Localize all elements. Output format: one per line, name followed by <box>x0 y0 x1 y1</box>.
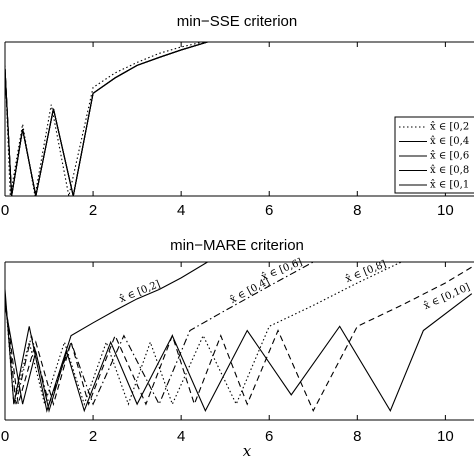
legend-label: x̂ ∈ [0,4 <box>430 136 469 147</box>
x-tick-label: 10 <box>437 202 454 219</box>
x-tick-label: 2 <box>89 428 97 445</box>
x-tick-label: 2 <box>89 202 97 219</box>
legend-label: x̂ ∈ [0,2 <box>430 122 469 133</box>
legend-box <box>394 116 474 194</box>
x-tick-label: 6 <box>265 428 273 445</box>
legend: x̂ ∈ [0,2 x̂ ∈ [0,4 x̂ ∈ [0,6 x̂ ∈ [0,8 x̂ ∈… <box>394 116 474 194</box>
series-line <box>5 262 208 413</box>
x-tick-label: 6 <box>265 202 273 219</box>
series-line <box>5 262 402 407</box>
series-line <box>5 42 208 196</box>
series-line <box>5 293 473 413</box>
x-tick-label: 8 <box>353 428 361 445</box>
x-tick-label: 8 <box>353 202 361 219</box>
series-line <box>5 266 473 413</box>
chart-title: min−SSE criterion <box>177 13 297 30</box>
x-tick-label: 4 <box>177 428 185 445</box>
plot-area <box>5 42 208 196</box>
x-tick-label: 0 <box>1 202 9 219</box>
x-tick-label: 4 <box>177 202 185 219</box>
plot-area <box>5 262 473 413</box>
x-tick-label: 0 <box>1 428 9 445</box>
x-axis-label: x <box>243 442 252 460</box>
legend-label: x̂ ∈ [0,6 <box>430 151 469 162</box>
series-line <box>5 262 314 407</box>
legend-label: x̂ ∈ [0,1 <box>430 180 469 191</box>
x-tick-label: 10 <box>437 428 454 445</box>
chart-title: min−MARE criterion <box>170 237 304 254</box>
legend-label: x̂ ∈ [0,8 <box>430 165 469 176</box>
